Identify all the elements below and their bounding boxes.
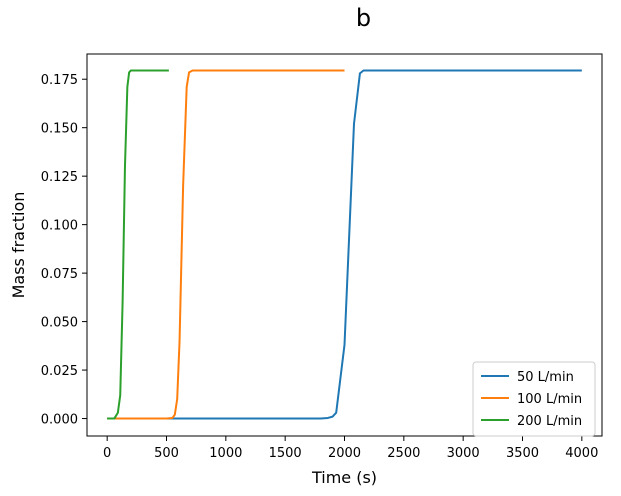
- x-tick-label: 1500: [269, 446, 302, 461]
- x-tick-label: 2000: [328, 446, 361, 461]
- y-tick-label: 0.100: [41, 219, 78, 234]
- y-tick-label: 0.150: [41, 122, 78, 137]
- legend-box: [472, 361, 596, 437]
- y-tick-label: 0.050: [41, 316, 78, 331]
- x-tick-label: 1000: [209, 446, 242, 461]
- legend-entry-label: 200 L/min: [517, 414, 582, 429]
- y-tick-label: 0.025: [41, 364, 78, 379]
- y-axis-label: Mass fraction: [9, 192, 28, 299]
- x-tick-label: 0: [103, 446, 111, 461]
- x-tick-label: 500: [154, 446, 179, 461]
- legend: 50 L/min 100 L/min 200 L/min: [472, 361, 596, 437]
- tick-marks: [82, 78, 583, 441]
- series-lines: [107, 69, 582, 420]
- tick-labels: 0 500 1000 1500 2000 2500 3000 3500 4000 0.000 0.0…: [41, 73, 599, 461]
- series-line-3: [107, 69, 169, 420]
- series-line-2: [107, 69, 345, 420]
- y-tick-label: 0.125: [41, 170, 78, 185]
- plot-frame: [86, 53, 603, 437]
- y-tick-label: 0.175: [41, 73, 78, 88]
- series-line-1: [107, 69, 582, 420]
- y-tick-label: 0.000: [41, 413, 78, 428]
- x-tick-label: 3000: [447, 446, 480, 461]
- panel-label: b: [355, 4, 372, 32]
- x-tick-label: 3500: [506, 446, 539, 461]
- x-tick-label: 4000: [565, 446, 598, 461]
- legend-entry-label: 50 L/min: [517, 370, 574, 385]
- x-axis-label: Time (s): [311, 468, 377, 487]
- x-tick-label: 2500: [387, 446, 420, 461]
- legend-entry-label: 100 L/min: [517, 392, 582, 407]
- y-tick-label: 0.075: [41, 267, 78, 282]
